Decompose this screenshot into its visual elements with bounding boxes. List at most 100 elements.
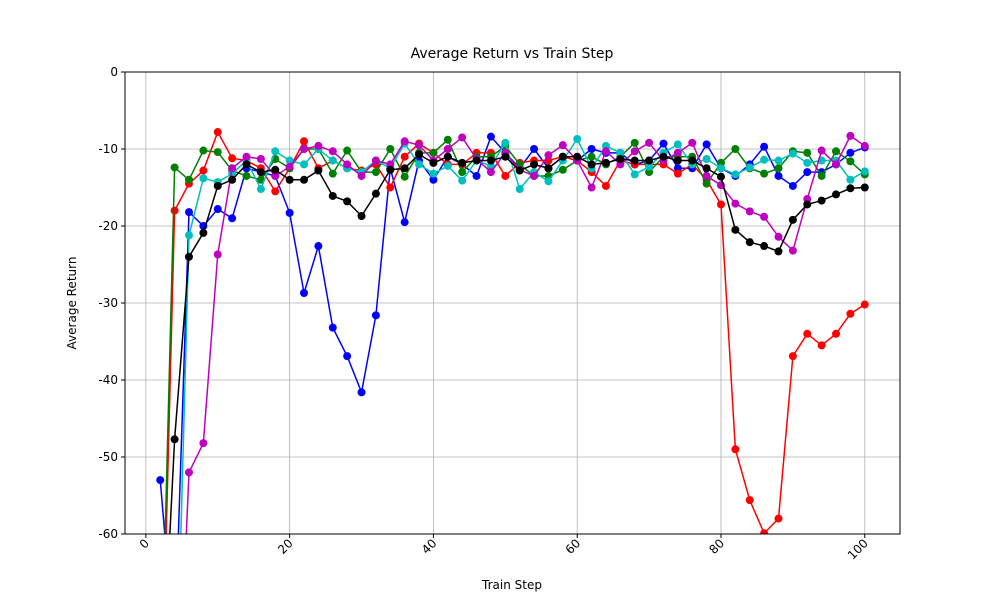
data-point (832, 147, 841, 156)
y-tick-label: 0 (110, 65, 118, 79)
data-point (731, 199, 740, 208)
data-point (774, 232, 783, 241)
data-point (745, 163, 754, 172)
data-point (400, 137, 409, 146)
y-tick-label: -40 (98, 373, 118, 387)
data-point (386, 183, 395, 192)
data-point (400, 218, 409, 227)
data-point (486, 156, 495, 165)
data-point (184, 175, 193, 184)
data-point (803, 168, 812, 177)
data-point (760, 142, 769, 151)
data-point (213, 205, 222, 214)
data-point (228, 154, 237, 163)
data-point (501, 138, 510, 147)
data-point (415, 150, 424, 159)
data-point (530, 160, 539, 169)
data-point (788, 246, 797, 255)
data-point (616, 148, 625, 157)
data-point (832, 329, 841, 338)
data-point (213, 181, 222, 190)
data-point (285, 208, 294, 217)
data-point (760, 242, 769, 251)
data-point (673, 156, 682, 165)
data-point (328, 323, 337, 332)
data-point (817, 146, 826, 155)
data-point (544, 164, 553, 173)
series-line (159, 135, 866, 534)
data-point (256, 155, 265, 164)
data-point (199, 174, 208, 183)
data-point (472, 171, 481, 180)
data-point (328, 169, 337, 178)
y-tick-label: -30 (98, 296, 118, 310)
data-point (515, 166, 524, 175)
x-axis-label: Train Step (481, 578, 542, 592)
data-point (860, 141, 869, 150)
series-line (185, 134, 866, 534)
data-point (860, 300, 869, 309)
data-point (817, 196, 826, 205)
data-point (645, 138, 654, 147)
data-point (271, 187, 280, 196)
data-point (774, 247, 783, 256)
data-point (271, 147, 280, 156)
data-point (803, 148, 812, 157)
x-tick-label: 40 (419, 536, 440, 557)
data-point (702, 155, 711, 164)
data-point (673, 169, 682, 178)
data-point (544, 151, 553, 160)
data-point (458, 133, 467, 142)
data-point (199, 228, 208, 237)
data-point (486, 168, 495, 177)
data-point (285, 156, 294, 165)
data-point (156, 476, 165, 485)
data-point (688, 138, 697, 147)
y-tick-label: -50 (98, 450, 118, 464)
series-line (169, 153, 865, 534)
data-point (400, 152, 409, 161)
data-point (443, 145, 452, 153)
data-point (817, 341, 826, 350)
data-point (415, 141, 424, 150)
data-point (343, 146, 352, 155)
data-point (328, 156, 337, 165)
data-point (846, 175, 855, 184)
data-point (242, 171, 251, 180)
data-point (228, 164, 237, 173)
data-point (846, 184, 855, 193)
x-tick-label: 20 (275, 536, 296, 557)
data-point (400, 164, 409, 173)
data-point (788, 215, 797, 224)
plot-area (156, 128, 869, 534)
data-point (386, 145, 395, 153)
data-point (788, 149, 797, 158)
data-point (573, 134, 582, 143)
data-point (716, 200, 725, 209)
data-point (774, 156, 783, 165)
data-point (673, 148, 682, 157)
data-point (213, 250, 222, 259)
data-point (803, 200, 812, 209)
data-point (817, 171, 826, 180)
data-point (328, 191, 337, 200)
data-point (443, 161, 452, 170)
data-point (760, 529, 769, 534)
data-point (429, 169, 438, 178)
data-point (803, 158, 812, 167)
series-line (164, 138, 866, 534)
data-point (558, 152, 567, 161)
data-point (630, 138, 639, 147)
data-point (271, 165, 280, 174)
data-point (343, 197, 352, 206)
data-point (530, 171, 539, 180)
data-point (458, 176, 467, 185)
data-point (573, 152, 582, 161)
chart-title: Average Return vs Train Step (411, 46, 614, 62)
y-axis-label: Average Return (65, 257, 79, 350)
data-point (731, 145, 740, 153)
data-point (846, 309, 855, 318)
data-point (846, 148, 855, 157)
data-point (702, 179, 711, 188)
data-point (357, 388, 366, 397)
